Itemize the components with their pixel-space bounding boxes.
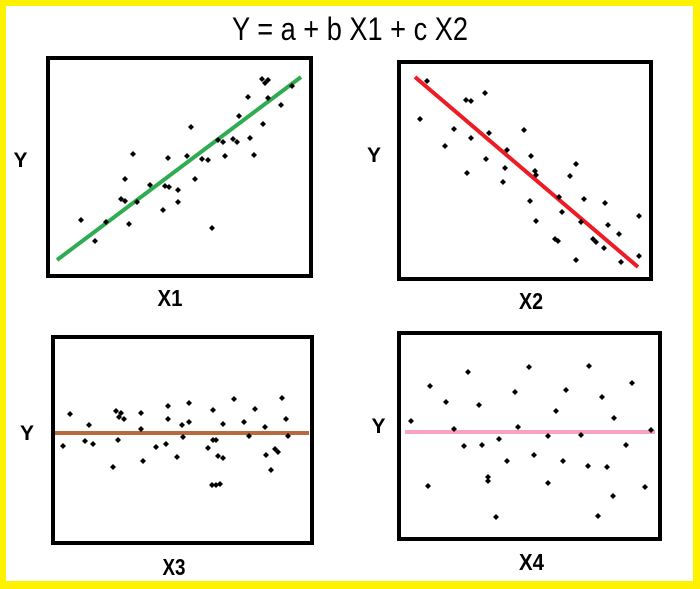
svg-text:Y: Y	[367, 144, 381, 167]
svg-text:X3: X3	[163, 554, 186, 580]
svg-text:Y: Y	[371, 415, 385, 438]
svg-text:X1: X1	[158, 285, 183, 311]
svg-text:Y: Y	[13, 149, 27, 172]
svg-text:X4: X4	[519, 549, 544, 575]
svg-text:Y = a + b X1 + c X2: Y = a + b X1 + c X2	[232, 11, 468, 47]
svg-text:X2: X2	[519, 288, 543, 314]
svg-text:Y: Y	[20, 422, 34, 445]
